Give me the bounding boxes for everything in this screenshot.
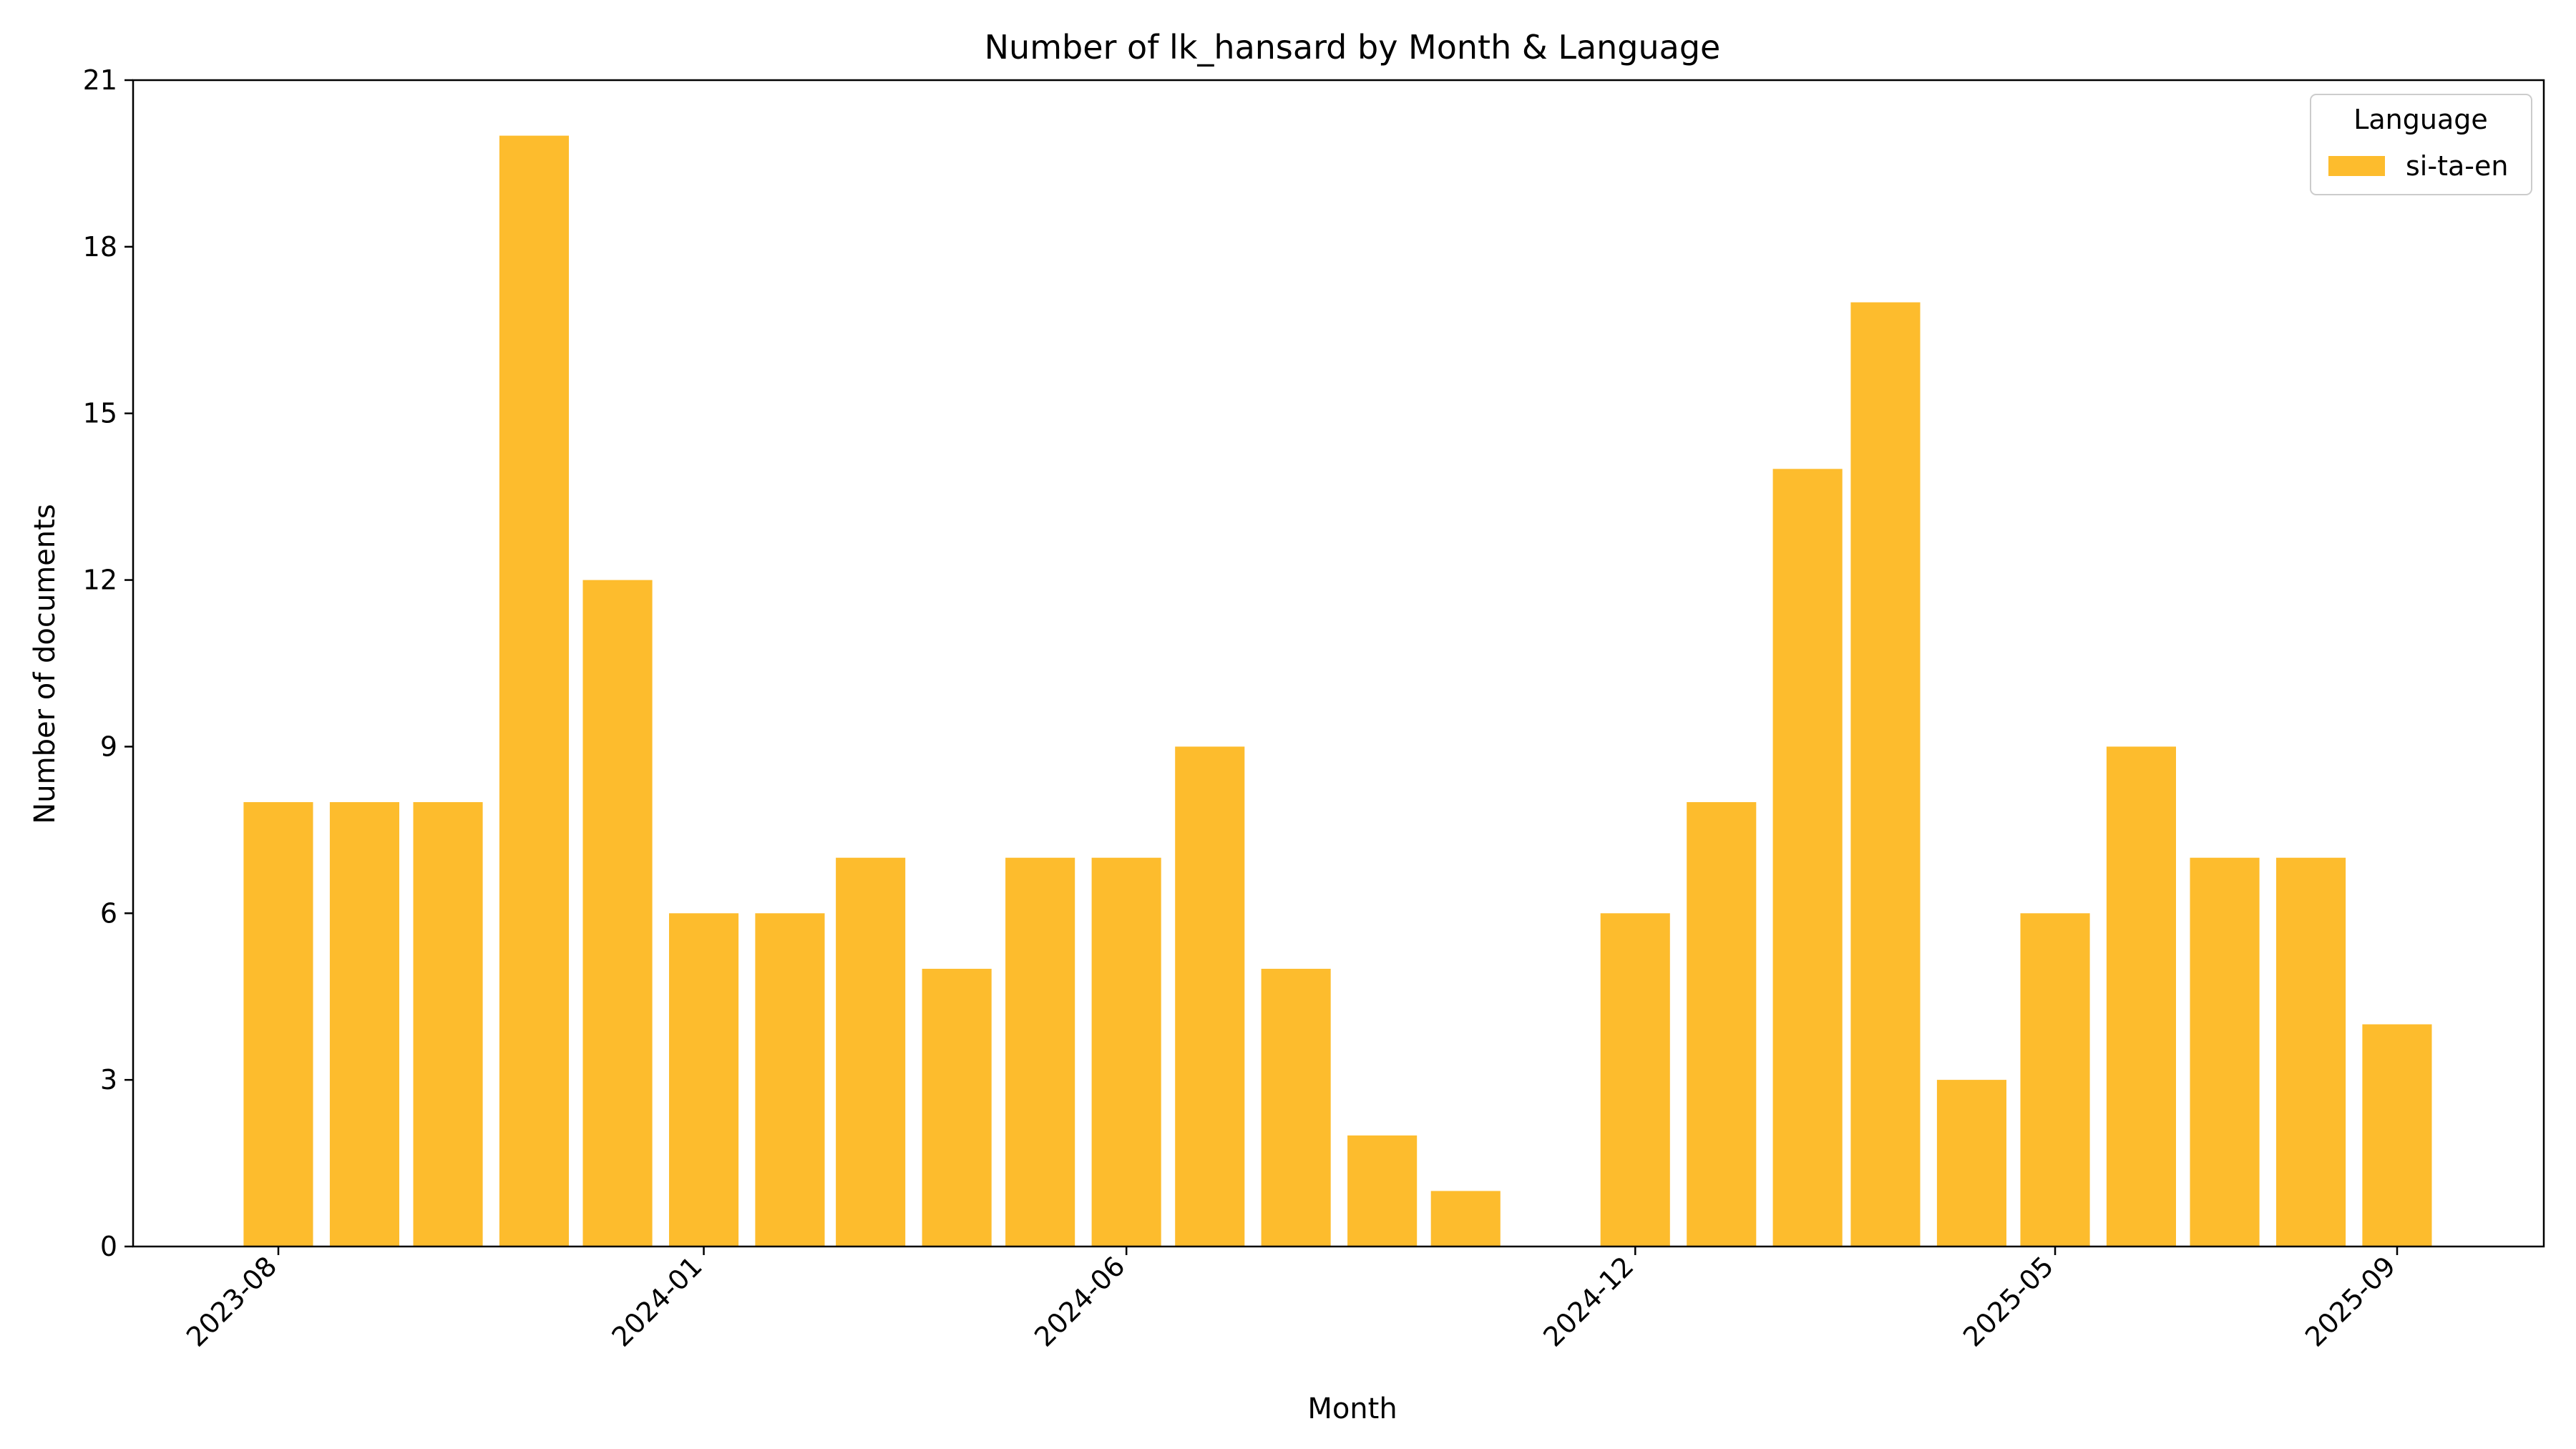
bar-2025-02 [1772,469,1843,1246]
y-tick-label: 0 [100,1231,117,1262]
y-tick-label: 15 [83,398,117,429]
y-tick-label: 12 [83,565,117,596]
bar-2023-11 [499,135,569,1247]
y-tick-label: 21 [83,64,117,96]
bar-2024-10 [1430,1191,1501,1246]
bar-2025-07 [2190,857,2260,1246]
y-tick-label: 6 [100,897,117,929]
bar-2025-01 [1687,802,1757,1246]
chart-title: Number of lk_hansard by Month & Language [985,28,1721,67]
y-tick-label: 3 [100,1064,117,1096]
bar-2024-06 [1091,857,1161,1246]
bar-2025-06 [2106,746,2176,1246]
bar-2024-04 [922,968,992,1246]
legend-swatch-si-ta-en [2328,156,2385,176]
y-axis-label: Number of documents [29,504,62,824]
bar-2024-05 [1005,857,1075,1246]
bar-2023-10 [413,802,483,1246]
bar-2024-03 [836,857,906,1246]
legend-title: Language [2353,104,2488,135]
bar-2024-09 [1347,1135,1418,1246]
bar-2025-03 [1850,302,1921,1246]
bar-2023-08 [243,802,313,1246]
bar-2025-09 [2362,1024,2432,1246]
y-tick-label: 9 [100,731,117,762]
bar-2023-12 [582,580,653,1246]
bar-2024-12 [1600,913,1670,1246]
bar-2025-08 [2276,857,2346,1246]
y-tick-label: 18 [83,231,117,263]
bar-2024-01 [669,913,739,1246]
plot-frame [132,79,2545,1248]
x-axis-label: Month [1307,1392,1397,1425]
bar-2025-04 [1936,1080,2006,1246]
legend-label-si-ta-en: si-ta-en [2406,150,2508,182]
bar-2023-09 [329,802,399,1246]
bar-2024-02 [755,913,825,1246]
bar-2024-08 [1261,968,1331,1246]
bar-2025-05 [2020,913,2090,1246]
legend: Language si-ta-en [2310,94,2532,195]
bars-group [243,135,2432,1247]
bar-2024-07 [1175,746,1245,1246]
